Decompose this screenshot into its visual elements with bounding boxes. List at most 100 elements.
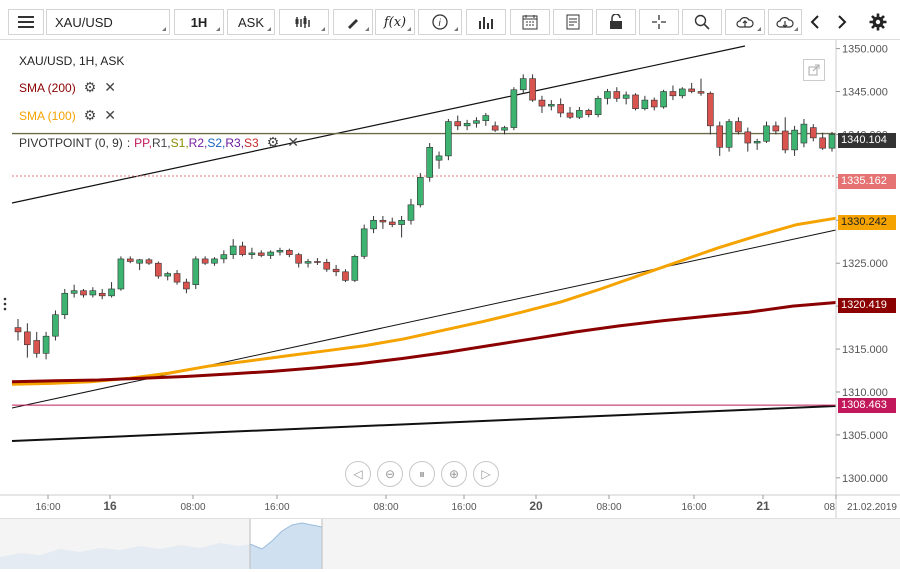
sma200-price-label: 1320.419 xyxy=(838,298,896,313)
layout-button[interactable] xyxy=(553,9,593,35)
candle-body xyxy=(417,177,424,206)
candle-body xyxy=(688,88,695,92)
close-icon[interactable]: ✕ xyxy=(104,107,116,123)
candle-body xyxy=(173,273,181,283)
draw-tool-button[interactable] xyxy=(333,9,373,35)
y-tick-label: 1315.000 xyxy=(842,344,888,356)
candle-body xyxy=(753,141,761,144)
legend-title: XAU/USD, 1H, ASK xyxy=(19,54,124,68)
drag-handle[interactable] xyxy=(2,296,8,312)
candle-body xyxy=(632,94,639,109)
date-label: 21.02.2019 xyxy=(847,502,897,513)
price-chart[interactable]: 1350.0001345.0001340.0001335.0001330.000… xyxy=(0,40,900,518)
candle-body xyxy=(33,340,41,354)
menu-icon[interactable] xyxy=(8,9,44,35)
pivot-s3: S3 xyxy=(244,135,259,150)
chevron-right-icon xyxy=(838,15,847,29)
scroll-left-button[interactable] xyxy=(803,9,827,35)
navigator-preview xyxy=(0,519,900,569)
candle-body xyxy=(360,228,368,257)
calendar-button[interactable] xyxy=(510,9,550,35)
candle-body xyxy=(117,258,125,290)
indicators-button[interactable]: f(x) xyxy=(375,9,415,35)
candle-body xyxy=(332,268,340,273)
chart-type-button[interactable] xyxy=(279,9,329,35)
pivot-pp: PP, xyxy=(134,135,152,150)
candle-body xyxy=(98,292,106,297)
bar-chart-icon xyxy=(479,17,493,29)
candle-body xyxy=(641,99,649,109)
pan-left-button[interactable]: ◁ xyxy=(345,461,371,487)
zoom-out-button[interactable]: ⊖ xyxy=(377,461,403,487)
price-type-label: ASK xyxy=(237,14,264,30)
candle-body xyxy=(538,99,546,107)
sma100-price-label: 1330.242 xyxy=(838,215,896,230)
candle-body xyxy=(257,252,265,256)
chart-area[interactable]: 1350.0001345.0001340.0001335.0001330.000… xyxy=(0,40,900,518)
timeframe-selector[interactable]: 1H xyxy=(174,9,224,35)
candle-body xyxy=(398,219,405,225)
upload-button[interactable] xyxy=(725,9,765,35)
y-tick-label: 1300.000 xyxy=(842,473,888,485)
close-icon[interactable]: ✕ xyxy=(104,79,116,95)
candle-body xyxy=(164,273,172,277)
gear-icon[interactable]: ⚙ xyxy=(266,134,280,150)
sma200-price-value: 1320.419 xyxy=(841,299,887,311)
pivot-price-label: 1335.162 xyxy=(838,174,896,189)
trend-line-support xyxy=(11,405,837,442)
close-icon[interactable]: ✕ xyxy=(287,134,300,150)
candle-body xyxy=(248,252,256,255)
candle-body xyxy=(267,251,274,256)
sma200-line xyxy=(11,301,837,384)
info-button[interactable]: i xyxy=(418,9,462,35)
zoom-in-button[interactable]: ⊕ xyxy=(441,461,467,487)
zoom-button[interactable] xyxy=(682,9,722,35)
gear-icon[interactable]: ⚙ xyxy=(83,107,97,123)
candle-body xyxy=(772,125,780,132)
download-button[interactable] xyxy=(768,9,802,35)
candle-body xyxy=(211,258,218,264)
candle-body xyxy=(426,147,433,178)
triangle-right-icon: ▷ xyxy=(481,467,491,481)
candle-body xyxy=(519,78,527,91)
support-price-value: 1308.463 xyxy=(841,399,887,411)
gear-icon[interactable]: ⚙ xyxy=(83,79,97,95)
candle-body xyxy=(678,88,686,97)
chevron-left-icon xyxy=(810,15,819,29)
candle-body xyxy=(435,155,443,161)
candle-body xyxy=(445,121,452,157)
candle-body xyxy=(650,99,658,108)
svg-text:i: i xyxy=(439,18,442,29)
volume-button[interactable] xyxy=(466,9,506,35)
sma200-label: SMA (200) xyxy=(19,80,76,95)
scroll-right-button[interactable] xyxy=(830,9,854,35)
candle-body xyxy=(89,290,97,296)
candle-body xyxy=(697,91,705,94)
candle-body xyxy=(529,78,536,101)
candle-body xyxy=(548,104,555,107)
symbol-label: XAU/USD xyxy=(55,14,113,30)
zoom-in-icon: ⊕ xyxy=(448,467,460,481)
candle-body xyxy=(660,91,667,108)
pan-right-button[interactable]: ▷ xyxy=(473,461,499,487)
fullscreen-button[interactable] xyxy=(803,59,825,81)
crosshair-icon xyxy=(652,15,666,29)
price-type-selector[interactable]: ASK xyxy=(227,9,275,35)
candle-body xyxy=(604,91,611,99)
crosshair-button[interactable] xyxy=(639,9,679,35)
candle-body xyxy=(155,262,162,277)
candle-body xyxy=(809,127,817,139)
x-tick-label: 16:00 xyxy=(35,502,60,513)
symbol-selector[interactable]: XAU/USD xyxy=(46,9,170,35)
x-tick-label: 16:00 xyxy=(681,502,706,513)
chart-navigation: ◁ ⊖ ⏸ ⊕ ▷ xyxy=(345,461,499,487)
y-tick-label: 1310.000 xyxy=(842,387,888,399)
gear-icon xyxy=(869,13,887,31)
navigator[interactable] xyxy=(0,518,900,569)
zoom-out-icon: ⊖ xyxy=(384,467,396,481)
cloud-download-icon xyxy=(776,17,794,28)
reset-view-button[interactable]: ⏸ xyxy=(409,461,435,487)
lock-button[interactable] xyxy=(596,9,636,35)
candle-body xyxy=(482,115,490,121)
settings-button[interactable] xyxy=(864,9,892,35)
